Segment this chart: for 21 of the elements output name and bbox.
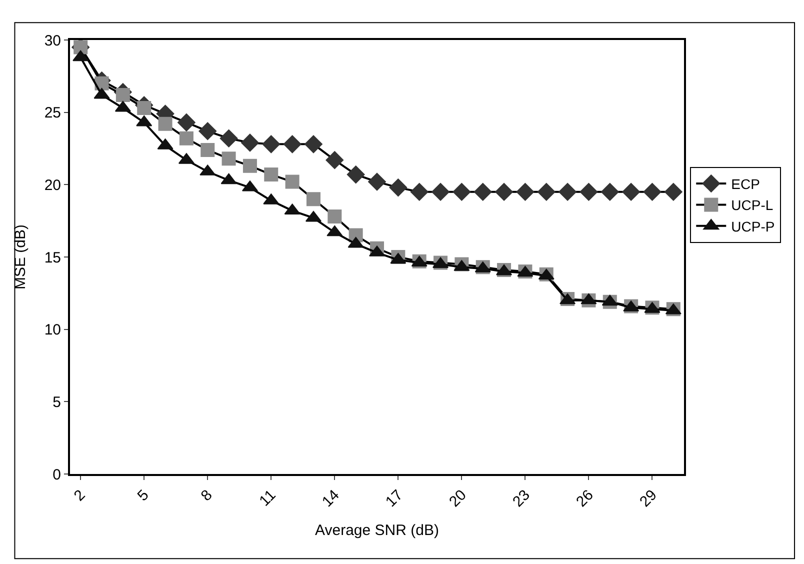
y-tick-label: 5 — [52, 394, 61, 411]
y-tick-label: 25 — [44, 104, 61, 122]
legend-label: ECP — [731, 176, 760, 192]
y-tick-label: 0 — [52, 466, 61, 484]
y-tick-label: 15 — [44, 249, 61, 266]
x-tick-label: 17 — [382, 486, 406, 510]
x-tick-label: 26 — [573, 486, 597, 510]
x-tick-label: 20 — [446, 486, 470, 510]
y-tick-label: 20 — [44, 176, 61, 194]
x-tick-label: 23 — [510, 486, 534, 510]
legend-label: UCP-L — [731, 197, 774, 214]
x-tick-label: 2 — [70, 486, 89, 505]
x-tick-label: 8 — [198, 486, 216, 505]
y-tick-label: 10 — [44, 322, 61, 339]
y-tick-label: 30 — [44, 32, 61, 50]
legend-label: UCP-P — [731, 218, 775, 234]
x-axis-title: Average SNR (dB) — [315, 522, 439, 539]
x-tick-label: 5 — [134, 486, 152, 505]
x-tick-label: 14 — [318, 486, 343, 510]
x-tick-label: 11 — [256, 486, 280, 510]
x-tick-label: 29 — [636, 486, 660, 510]
